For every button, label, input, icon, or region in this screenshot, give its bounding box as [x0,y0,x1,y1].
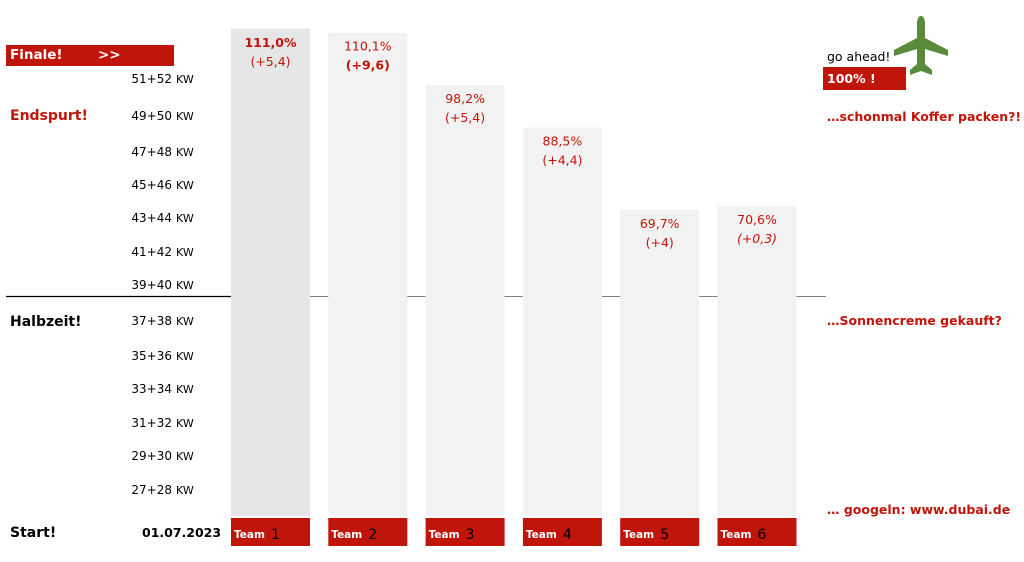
delta-label: (+4) [646,235,674,250]
kw-tick: 45+46 KW [131,178,194,192]
team-number: 4 [563,527,572,543]
kw-tick: 35+36 KW [131,349,194,363]
halbzeit-label: Halbzeit! [10,314,82,330]
team-number: 3 [466,527,475,543]
finale-label: Finale! [10,47,63,63]
value-label: 70,6% [737,212,777,227]
delta-label: (+5,4) [445,110,485,125]
bar [328,32,408,517]
kw-tick: 41+42 KW [131,245,194,259]
start-date: 01.07.2023 [142,525,222,540]
team-number: 6 [758,527,767,543]
kw-tick: 33+34 KW [131,382,194,396]
sonnencreme-note: …Sonnencreme gekauft? [827,313,1002,328]
hundred-percent-label: 100% ! [827,71,876,86]
team-number: 1 [271,527,280,543]
hundred-percent-badge: 100% ! [823,67,906,90]
googeln-note: … googeln: www.dubai.de [827,502,1011,517]
finale-banner: Finale! >> [6,45,174,66]
start-label: Start! [10,525,57,541]
delta-label: (+9,6) [346,58,390,73]
airplane-icon [894,16,948,75]
value-label: 111,0% [244,35,297,50]
team-box [231,518,310,546]
kw-tick: 49+50 KW [131,109,194,123]
value-label: 88,5% [543,134,583,149]
team-box [328,518,408,546]
team-number: 2 [368,527,377,543]
bar [231,28,310,517]
kw-tick: 37+38 KW [131,314,194,328]
bar [522,127,602,516]
bar [717,206,797,516]
kw-tick: 51+52 KW [131,72,194,86]
team-box [620,518,700,546]
team-word: Team [331,529,362,541]
value-label: 98,2% [445,91,485,106]
kw-tick: 31+32 KW [131,416,194,430]
kw-tick: 29+30 KW [131,449,194,463]
go-ahead-label: go ahead! [827,49,891,64]
delta-label: (+4,4) [542,153,582,168]
team-box [522,518,602,546]
kw-tick: 43+44 KW [131,211,194,225]
team-word: Team [234,529,265,541]
kw-tick: 47+48 KW [131,145,194,159]
kw-tick: 39+40 KW [131,278,194,292]
bar [425,84,505,516]
koffer-note: …schonmal Koffer packen?! [827,109,1022,124]
kw-tick: 27+28 KW [131,483,194,497]
team-word: Team [623,529,654,541]
team-box [717,518,797,546]
team-word: Team [526,529,557,541]
team-box [425,518,505,546]
value-label: 110,1% [344,39,392,54]
team-word: Team [721,529,752,541]
delta-label: (+0,3) [737,231,777,246]
bar [620,210,700,516]
finale-arrows: >> [98,47,121,63]
team-word: Team [429,529,460,541]
team-number: 5 [660,527,669,543]
value-label: 69,7% [640,216,680,231]
endspurt-label: Endspurt! [10,108,88,124]
delta-label: (+5,4) [250,54,290,69]
